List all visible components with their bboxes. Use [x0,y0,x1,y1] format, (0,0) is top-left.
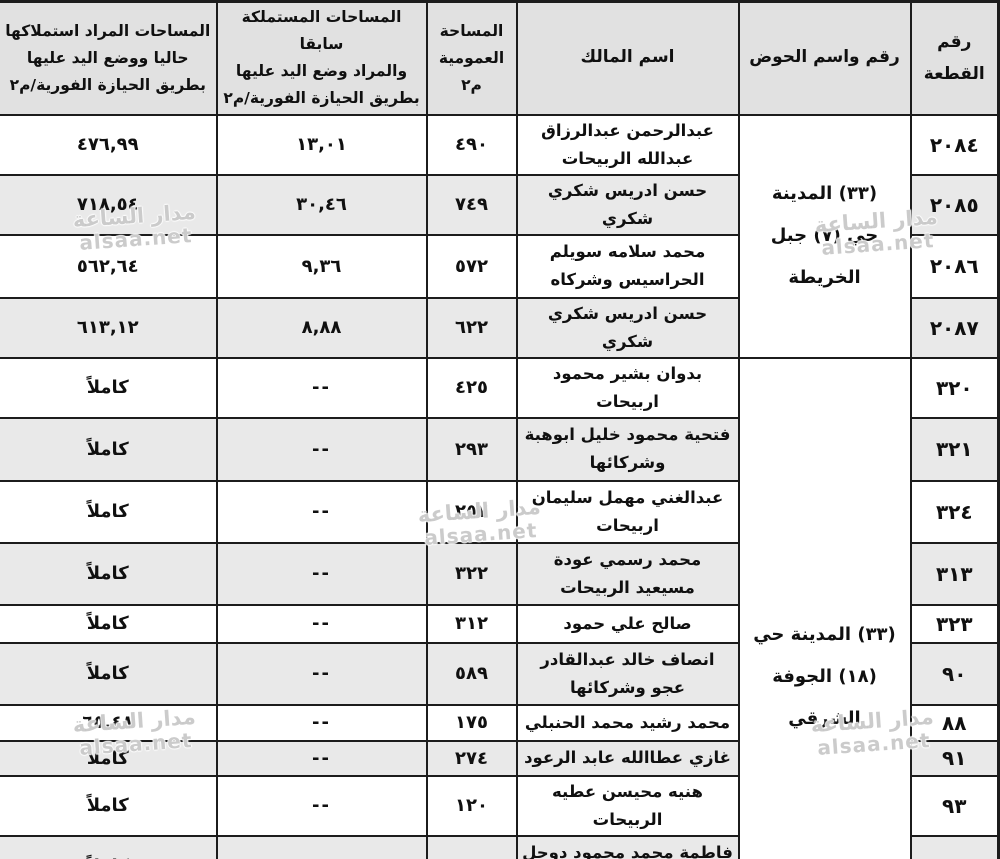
cell-previous-area: -- [215,356,428,419]
cell-previous-area: -- [215,834,428,859]
cell-total-area: ٢٩٣ [425,416,518,482]
cell-current-area: كاملاً [0,356,218,419]
cell-current-area: ٥٦٢,٦٤ [0,233,218,299]
cell-current-area: كاملاً [0,479,218,544]
cell-owner-name: صالح علي حمود [515,603,740,644]
cell-plot-number: ٢٠٨٥ [909,173,1000,236]
cell-total-area: ١٧٥ [425,703,518,742]
cell-plot-number: ٣٢٠ [909,356,1000,419]
table-row: ٢٠٨٧ حسن ادريس شكري شكري ٦٢٢ ٨,٨٨ ٦١٣,١٢ [0,296,1000,359]
table-row: ٣١٣ محمد رسمي عودة مسيعيد الربيحات ٣٢٢ -… [0,541,1000,606]
cell-current-area: ٤٧٦,٩٩ [0,113,218,176]
table-row: ٢٠٨٤ (٣٣) المدينة حي (٧) جبل الخريطة عبد… [0,113,1000,359]
table-row: ٣٢٣ صالح علي حمود ٣١٢ -- كاملاً [0,603,1000,644]
cell-total-area: ٣٢٢ [425,541,518,606]
cell-total-area: ١٦٨ [425,834,518,859]
cell-previous-area: -- [215,416,428,482]
cell-basin-group-2: (٣٣) المدينة حي (١٨) الجوفة الشرقي [737,356,912,859]
table-row: ٩٠ انصاف خالد عبدالقادر عجو وشركائها ٥٨٩… [0,641,1000,706]
cell-total-area: ٢٥٧ [425,479,518,544]
table-row: ٩٤ فاطمة محمد محمود دوحل وشريكتها ١٦٨ --… [0,834,1000,859]
cell-previous-area: -- [215,479,428,544]
table-row: ٣٢٤ عبدالغني مهمل سليمان اربيحات ٢٥٧ -- … [0,479,1000,544]
cell-plot-number: ٣٢٤ [909,479,1000,544]
header-current-area: المساحات المراد استملاكها حاليا ووضع الي… [0,0,218,116]
cell-plot-number: ٣٢٣ [909,603,1000,644]
cell-owner-name: حسن ادريس شكري شكري [515,296,740,359]
header-previous-area: المساحات المستملكة سابقا والمراد وضع الي… [215,0,428,116]
header-plot-number: رقم القطعة [909,0,1000,116]
cell-current-area: كاملاً [0,641,218,706]
cell-plot-number: ٩٤ [909,834,1000,859]
table-row: ٢٠٨٦ محمد سلامه سويلم الحراسيس وشركاه ٥٧… [0,233,1000,299]
cell-owner-name: هنيه محيسن عطيه الربيحات [515,774,740,837]
cell-owner-name: فتحية محمود خليل ابوهبة وشركائها [515,416,740,482]
cell-plot-number: ٣٢١ [909,416,1000,482]
cell-current-area: كاملاً [0,834,218,859]
cell-owner-name: محمد رسمي عودة مسيعيد الربيحات [515,541,740,606]
header-basin: رقم واسم الحوض [737,0,912,116]
cell-owner-name: محمد سلامه سويلم الحراسيس وشركاه [515,233,740,299]
table-row: ٣٢٠ (٣٣) المدينة حي (١٨) الجوفة الشرقي ب… [0,356,1000,859]
table-row: ٣٢١ فتحية محمود خليل ابوهبة وشركائها ٢٩٣… [0,416,1000,482]
cell-previous-area: ٨,٨٨ [215,296,428,359]
table-body: ٢٠٨٤ (٣٣) المدينة حي (٧) جبل الخريطة عبد… [0,113,1000,859]
cell-previous-area: -- [215,541,428,606]
cell-total-area: ٦٢٢ [425,296,518,359]
cell-basin-group-1: (٣٣) المدينة حي (٧) جبل الخريطة [737,113,912,359]
cell-current-area: كاملاً [0,541,218,606]
cell-total-area: ٥٨٩ [425,641,518,706]
table-row: ٨٨ محمد رشيد محمد الحنبلي ١٧٥ -- ٦٥,٤٨ [0,703,1000,742]
cell-current-area: ٧١٨,٥٤ [0,173,218,236]
cell-owner-name: بدوان بشير محمود اربيحات [515,356,740,419]
cell-plot-number: ٨٨ [909,703,1000,742]
cell-current-area: ٦١٣,١٢ [0,296,218,359]
cell-owner-name: حسن ادريس شكري شكري [515,173,740,236]
header-row: رقم القطعة رقم واسم الحوض اسم المالك الم… [0,0,1000,116]
table-row: ٩٣ هنيه محيسن عطيه الربيحات ١٢٠ -- كاملا… [0,774,1000,837]
cell-plot-number: ٢٠٨٧ [909,296,1000,359]
cell-current-area: كاملاً [0,739,218,777]
cell-plot-number: ٢٠٨٦ [909,233,1000,299]
cell-total-area: ٤٢٥ [425,356,518,419]
cell-total-area: ٥٧٢ [425,233,518,299]
cell-previous-area: ٣٠,٤٦ [215,173,428,236]
cell-owner-name: محمد رشيد محمد الحنبلي [515,703,740,742]
cell-total-area: ٧٤٩ [425,173,518,236]
cell-previous-area: -- [215,641,428,706]
cell-current-area: كاملاً [0,416,218,482]
cell-current-area: كاملاً [0,603,218,644]
cell-total-area: ٢٧٤ [425,739,518,777]
cell-plot-number: ٣١٣ [909,541,1000,606]
cell-total-area: ٣١٢ [425,603,518,644]
cell-total-area: ٤٩٠ [425,113,518,176]
cell-owner-name: انصاف خالد عبدالقادر عجو وشركائها [515,641,740,706]
header-total-area: المساحة العمومية م٢ [425,0,518,116]
cell-plot-number: ٩٣ [909,774,1000,837]
table-row: ٢٠٨٥ حسن ادريس شكري شكري ٧٤٩ ٣٠,٤٦ ٧١٨,٥… [0,173,1000,236]
cell-current-area: كاملاً [0,774,218,837]
cell-previous-area: -- [215,703,428,742]
cell-previous-area: -- [215,739,428,777]
cell-previous-area: -- [215,603,428,644]
table-header: رقم القطعة رقم واسم الحوض اسم المالك الم… [0,0,1000,116]
cell-plot-number: ٢٠٨٤ [909,113,1000,176]
table-row: ٩١ غازي عطاالله عابد الرعود ٢٧٤ -- كاملا… [0,739,1000,777]
cell-previous-area: ٩,٣٦ [215,233,428,299]
cell-total-area: ١٢٠ [425,774,518,837]
cell-owner-name: غازي عطاالله عابد الرعود [515,739,740,777]
cell-previous-area: -- [215,774,428,837]
cell-current-area: ٦٥,٤٨ [0,703,218,742]
cell-plot-number: ٩١ [909,739,1000,777]
cell-owner-name: عبدالغني مهمل سليمان اربيحات [515,479,740,544]
cell-owner-name: عبدالرحمن عبدالرزاق عبدالله الربيحات [515,113,740,176]
cell-previous-area: ١٣,٠١ [215,113,428,176]
cell-owner-name: فاطمة محمد محمود دوحل وشريكتها [515,834,740,859]
cell-plot-number: ٩٠ [909,641,1000,706]
header-owner-name: اسم المالك [515,0,740,116]
